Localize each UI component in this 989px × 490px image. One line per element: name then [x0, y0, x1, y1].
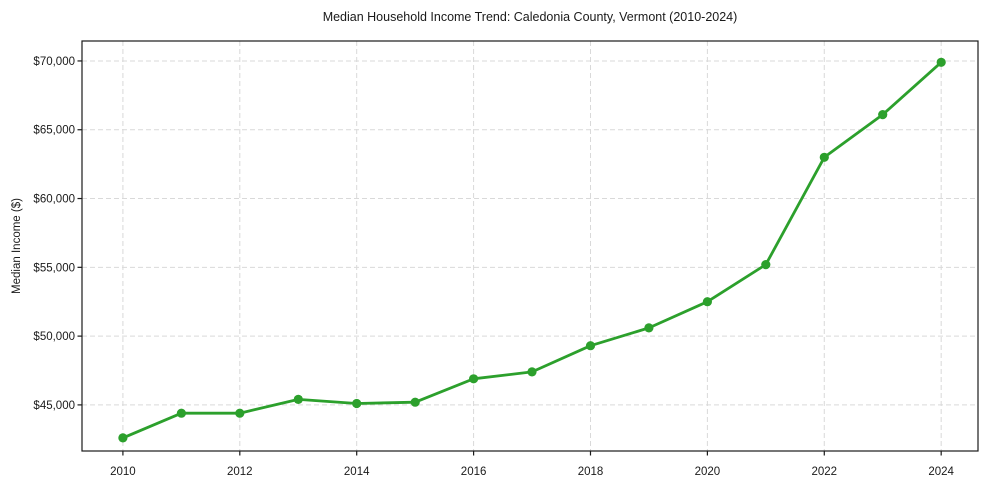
y-tick-label: $60,000	[33, 194, 75, 206]
y-tick-label: $50,000	[33, 331, 75, 343]
y-tick-label: $70,000	[33, 56, 75, 68]
x-tick-label: 2024	[928, 466, 954, 478]
y-tick-label: $55,000	[33, 262, 75, 274]
data-point	[118, 433, 128, 443]
chart-title: Median Household Income Trend: Caledonia…	[323, 10, 738, 24]
x-tick-label: 2020	[695, 466, 721, 478]
data-point	[585, 341, 596, 351]
y-tick-label: $45,000	[33, 400, 75, 412]
data-point	[469, 374, 479, 384]
x-tick-label: 2014	[344, 466, 370, 478]
x-tick-label: 2018	[578, 466, 604, 478]
y-tick-label: $65,000	[33, 125, 75, 137]
data-point	[761, 260, 771, 270]
data-point	[176, 408, 186, 418]
plot-border	[81, 40, 979, 452]
x-tick-label: 2022	[811, 466, 837, 478]
data-point	[878, 110, 888, 120]
line-series	[118, 57, 946, 443]
axis-layer: $45,000 $50,000 $55,000 $60,000 $65,000 $70,0…	[33, 40, 979, 478]
data-point	[936, 57, 946, 67]
y-axis-title: Median Income ($)	[11, 198, 23, 294]
x-tick-label: 2016	[461, 466, 487, 478]
data-point	[819, 152, 829, 162]
data-point	[293, 394, 303, 404]
data-point	[352, 398, 362, 409]
data-point	[410, 397, 420, 407]
x-tick-label: 2010	[110, 466, 136, 478]
grid-layer	[82, 41, 978, 451]
trend-line	[121, 60, 943, 440]
data-point	[235, 408, 245, 418]
data-point	[644, 323, 654, 333]
data-point	[527, 367, 537, 377]
data-point	[702, 297, 713, 307]
x-tick-label: 2012	[227, 466, 253, 478]
